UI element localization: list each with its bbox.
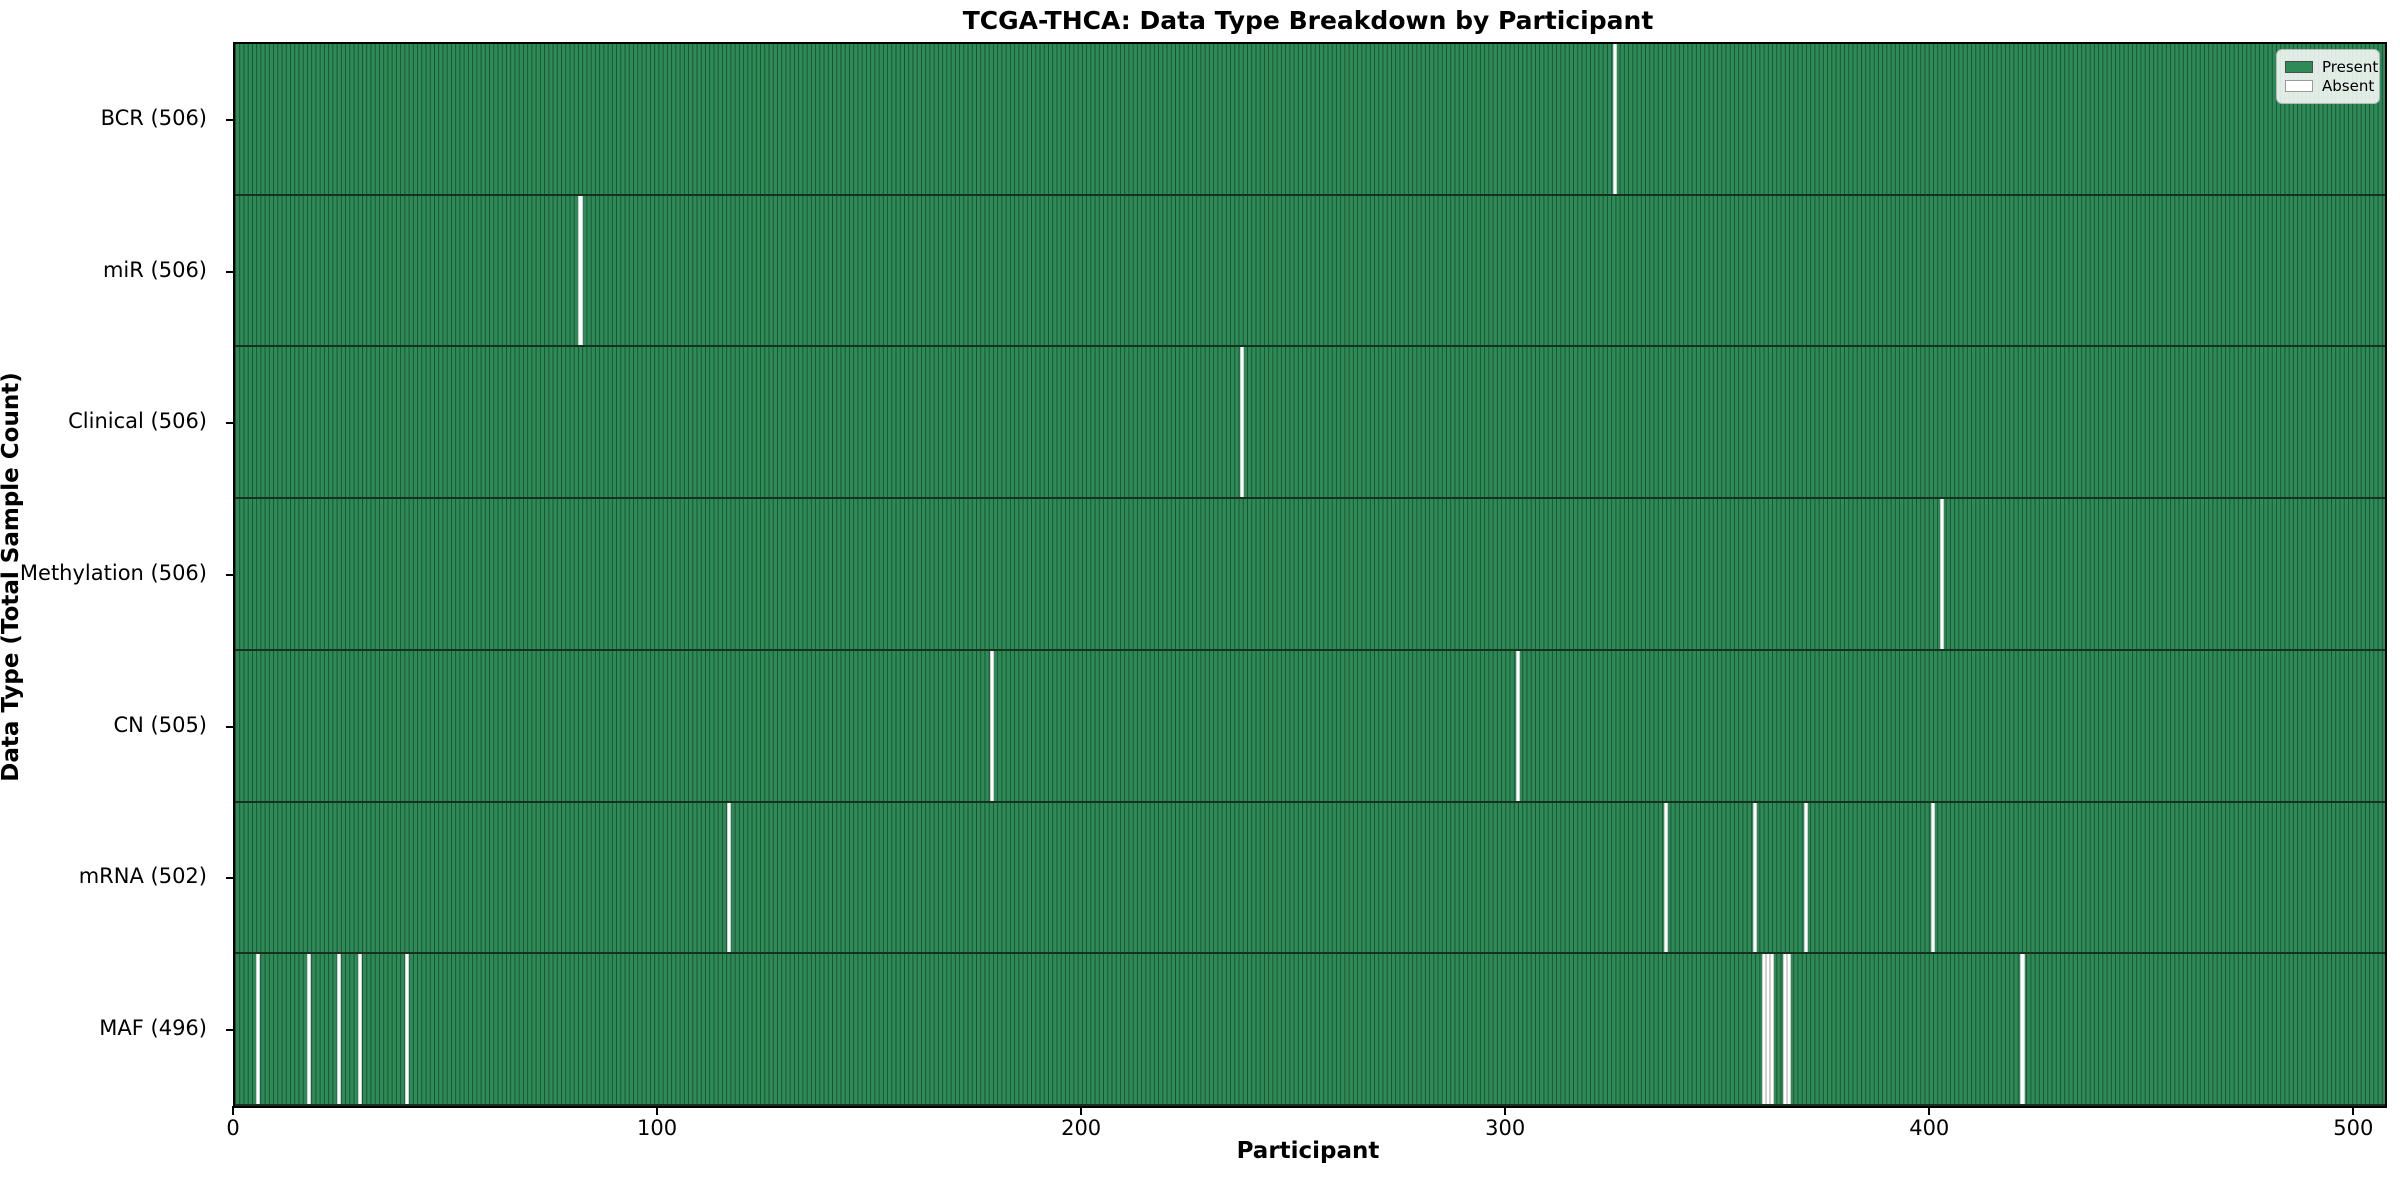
absent-stripe-cn-178 xyxy=(989,650,995,801)
absent-stripe-clinical-237 xyxy=(1240,347,1245,498)
y-tick-label-cn: CN (505) xyxy=(113,712,207,737)
absent-stripe-mrna-370 xyxy=(1804,802,1809,953)
y-axis: BCR (506) miR (506) Clinical (506) Methylat… xyxy=(0,42,221,1104)
y-tick-mark-bcr xyxy=(226,118,234,121)
absent-stripe-maf-362 xyxy=(1770,954,1775,1104)
absent-stripe-bcr-325 xyxy=(1613,44,1618,194)
legend-present-label: Present xyxy=(2322,58,2379,76)
legend: Present Absent xyxy=(2276,49,2380,104)
row-band-mrna xyxy=(235,802,2385,955)
present-swatch-icon xyxy=(2285,61,2313,73)
row-band-maf xyxy=(235,954,2385,1106)
chart-title: TCGA-THCA: Data Type Breakdown by Partic… xyxy=(962,6,1654,35)
x-tick-mark-300 xyxy=(1504,1106,1507,1115)
absent-stripe-maf-17 xyxy=(307,954,312,1104)
x-tick-mark-400 xyxy=(1928,1106,1931,1115)
absent-stripe-maf-421 xyxy=(2020,954,2025,1104)
x-tick-label-0: 0 xyxy=(226,1116,240,1140)
y-tick-label-methylation: Methylation (506) xyxy=(19,561,207,585)
row-band-bcr xyxy=(235,44,2385,196)
absent-stripe-maf-360 xyxy=(1761,954,1766,1104)
y-tick-mark-mrna xyxy=(226,877,234,880)
absent-stripe-mir-81 xyxy=(578,195,583,346)
x-axis: 0 100 200 300 400 500 xyxy=(226,1104,2383,1140)
y-tick-label-mir: miR (506) xyxy=(102,257,207,282)
absent-stripe-maf-361 xyxy=(1765,954,1771,1104)
x-tick-mark-500 xyxy=(2352,1106,2355,1115)
x-tick-mark-100 xyxy=(656,1106,659,1115)
x-axis-label: Participant xyxy=(1236,1138,1380,1164)
absent-stripe-maf-5 xyxy=(256,954,261,1104)
absent-stripe-mrna-116 xyxy=(726,802,732,953)
absent-stripe-maf-40 xyxy=(404,954,409,1104)
y-tick-mark-methylation xyxy=(226,574,234,576)
x-tick-label-400: 400 xyxy=(1909,1116,1950,1140)
row-band-mir xyxy=(235,195,2385,348)
absent-stripe-mrna-400 xyxy=(1931,802,1936,953)
y-tick-label-maf: MAF (496) xyxy=(99,1016,207,1041)
row-band-methylation xyxy=(235,499,2385,651)
x-tick-mark-0 xyxy=(232,1106,234,1115)
absent-stripe-cn-302 xyxy=(1515,650,1520,801)
y-tick-mark-clinical xyxy=(226,422,234,425)
x-tick-label-200: 200 xyxy=(1061,1116,1102,1140)
absent-stripe-maf-366 xyxy=(1787,954,1792,1104)
y-tick-label-bcr: BCR (506) xyxy=(100,105,207,130)
absent-stripe-maf-24 xyxy=(336,954,341,1104)
y-tick-mark-maf xyxy=(226,1029,234,1032)
y-tick-mark-mir xyxy=(226,270,234,273)
absent-stripe-maf-29 xyxy=(357,954,363,1104)
x-tick-label-500: 500 xyxy=(2333,1116,2374,1140)
legend-entry-absent: Absent xyxy=(2285,77,2375,95)
absent-stripe-methylation-402 xyxy=(1939,499,1944,649)
legend-absent-label: Absent xyxy=(2322,77,2375,95)
x-tick-label-300: 300 xyxy=(1485,1116,1526,1140)
x-tick-mark-200 xyxy=(1080,1106,1083,1115)
absent-swatch-icon xyxy=(2285,80,2313,92)
y-tick-label-clinical: Clinical (506) xyxy=(68,409,207,434)
absent-stripe-mrna-358 xyxy=(1753,802,1758,953)
row-band-clinical xyxy=(235,347,2385,500)
absent-stripe-mrna-337 xyxy=(1664,802,1669,953)
y-tick-mark-cn xyxy=(226,725,234,728)
legend-entry-present: Present xyxy=(2285,59,2378,75)
plot-area: Present Absent xyxy=(226,42,2387,1108)
row-band-cn xyxy=(235,650,2385,803)
y-tick-label-mrna: mRNA (502) xyxy=(78,864,207,889)
absent-stripe-maf-365 xyxy=(1782,954,1788,1104)
x-tick-label-100: 100 xyxy=(637,1116,678,1140)
